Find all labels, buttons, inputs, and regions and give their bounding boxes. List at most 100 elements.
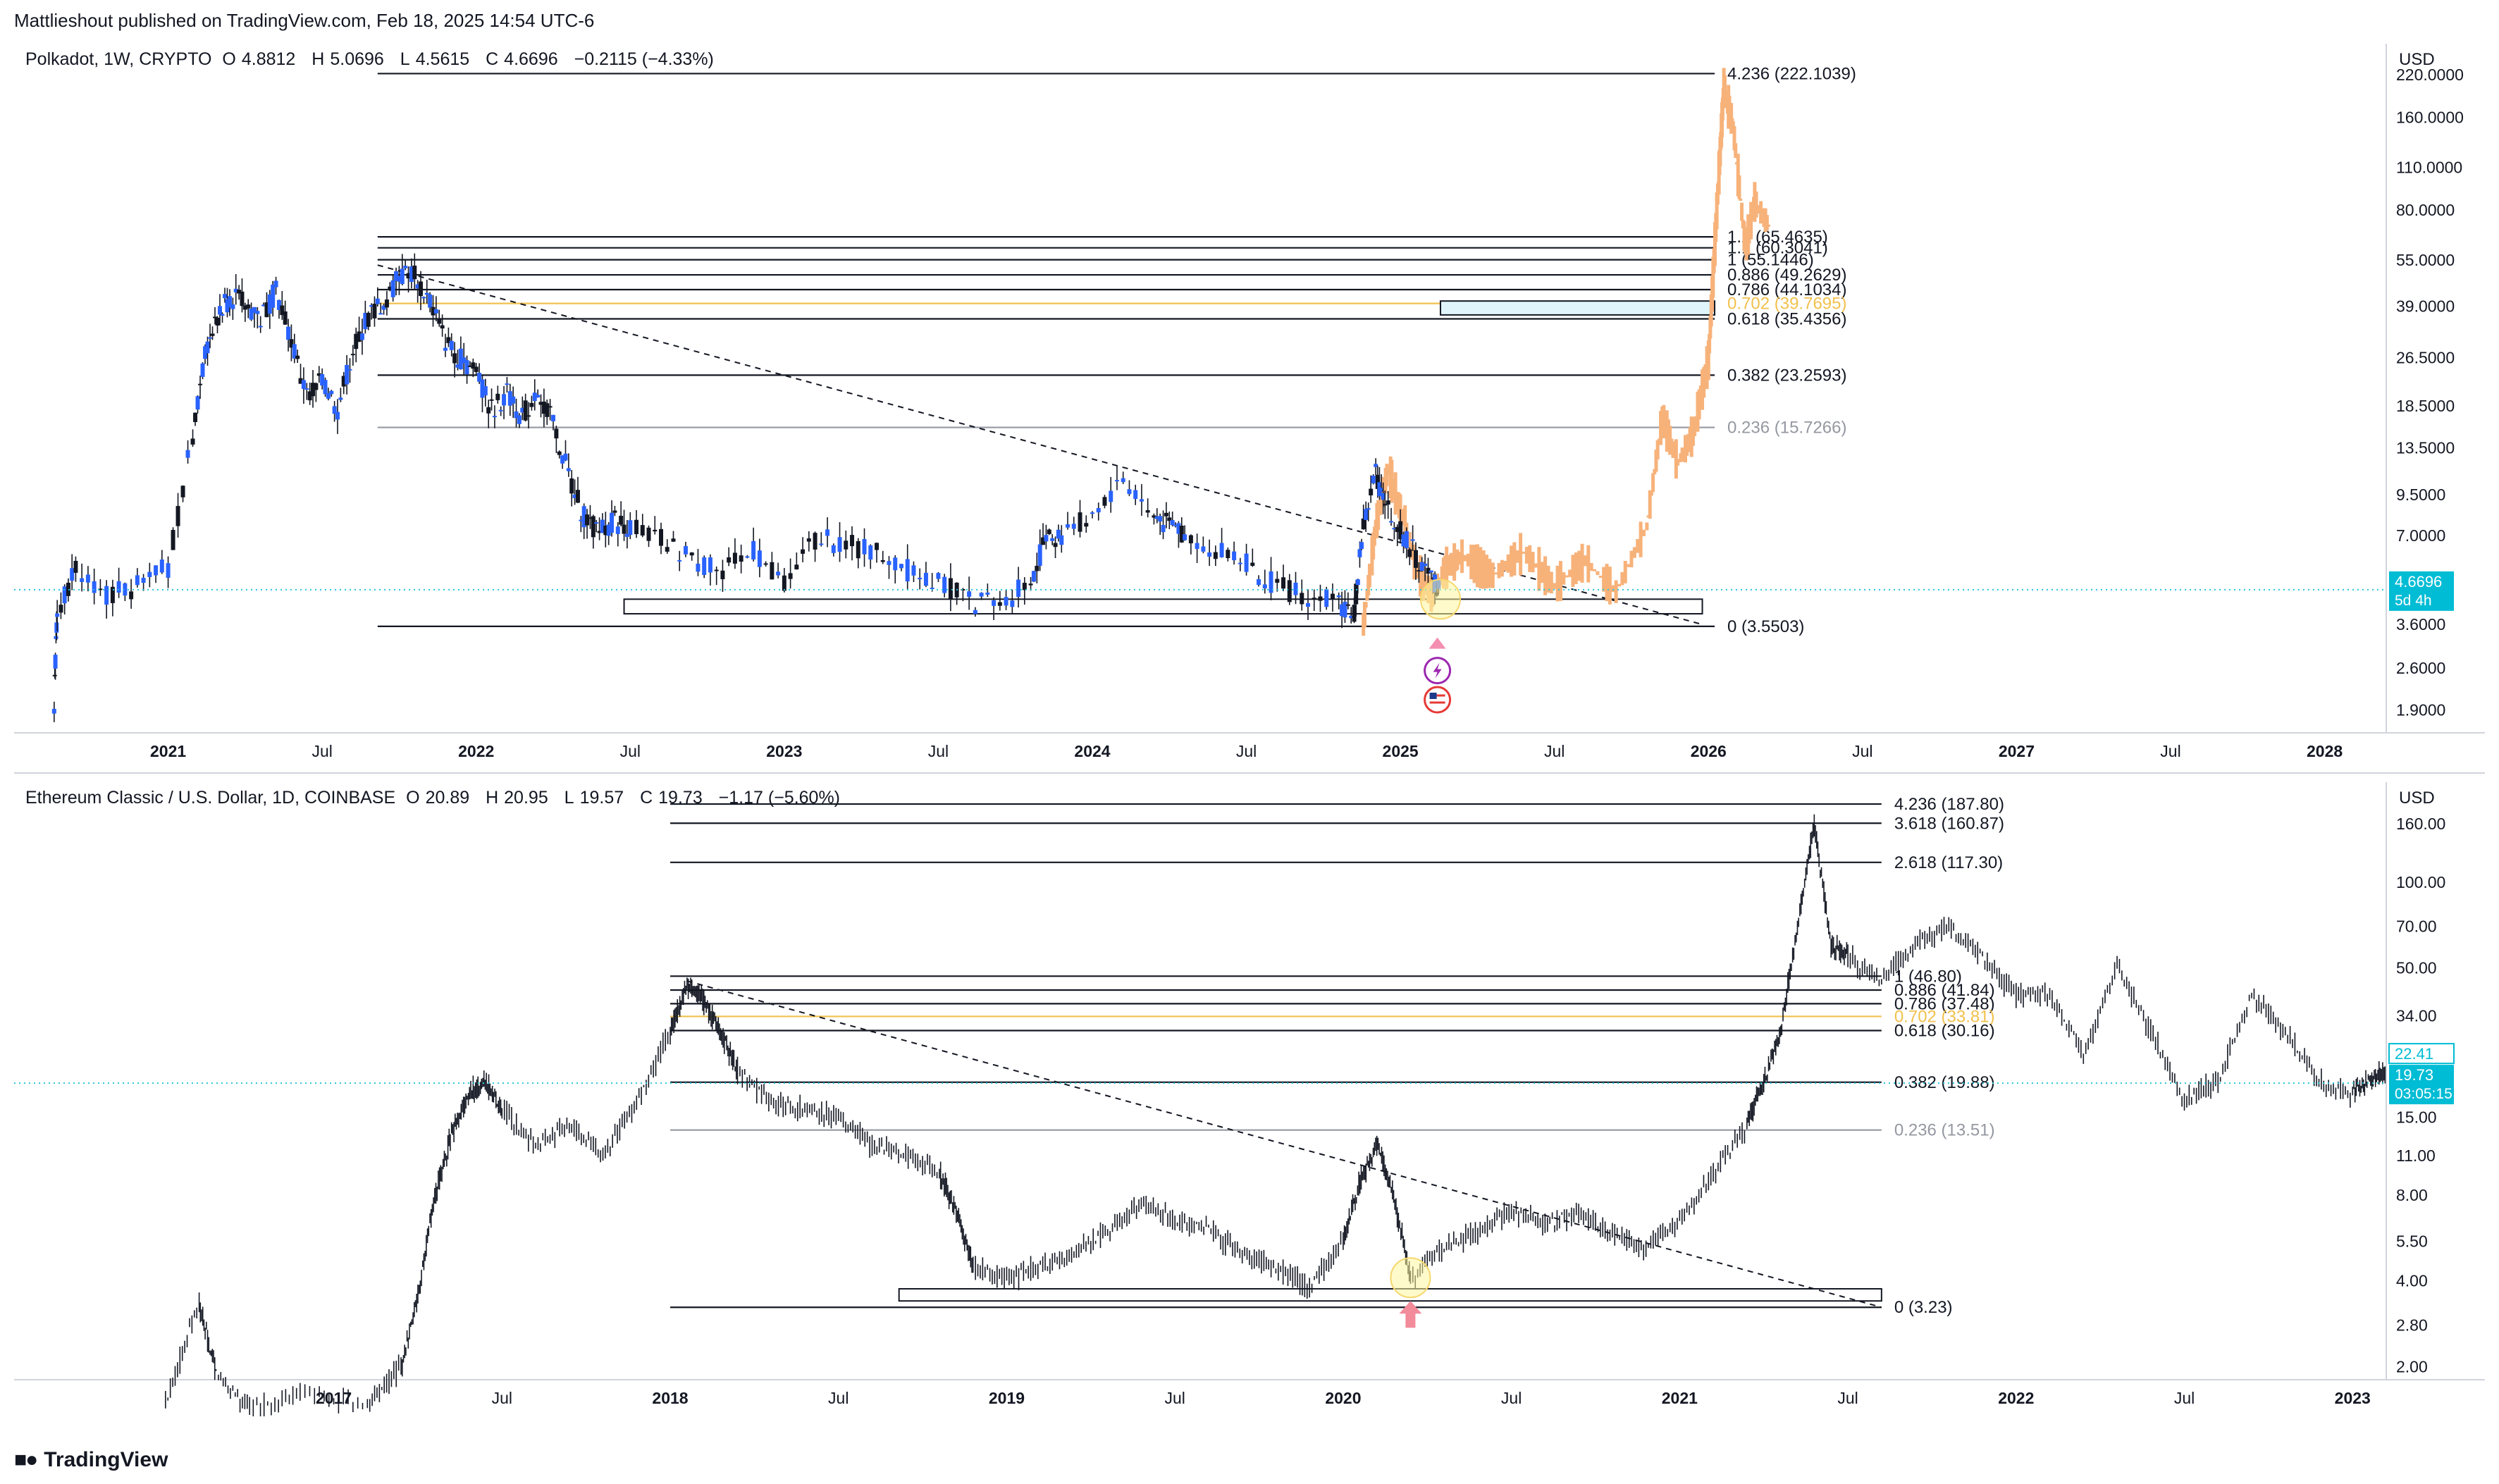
price-candle-body (1102, 497, 1107, 506)
x-tick-label: Jul (311, 742, 332, 760)
price-candle-body (159, 559, 164, 573)
price-candle-body (498, 409, 503, 412)
x-tick-label: Jul (1852, 742, 1872, 760)
x-tick-label: Jul (492, 1389, 512, 1407)
price-candle-body (597, 531, 602, 533)
price-candle-body (563, 453, 568, 461)
projection-bar (1715, 192, 1719, 230)
price-candle-body (967, 591, 972, 597)
projection-bar (1534, 563, 1538, 568)
price-candle-body (267, 294, 272, 314)
projection-bar (1732, 126, 1736, 151)
price-candle-body (1349, 615, 1354, 619)
price-candle-body (1041, 537, 1046, 545)
price-candle-body (55, 613, 60, 617)
price-candle-body (314, 383, 319, 390)
price-candle-body (880, 559, 885, 562)
price-candle-body (1201, 546, 1206, 552)
price-candle-body (619, 515, 624, 525)
price-candle-body (271, 284, 276, 308)
price-candle-body (421, 297, 426, 299)
price-candle-body (307, 391, 312, 401)
highlight-circle (1419, 579, 1461, 620)
price-candle-body (732, 552, 737, 564)
projection-bar (1472, 544, 1476, 583)
legend-low: 4.5615 (415, 49, 470, 69)
y-tick-label: 9.5000 (2396, 486, 2445, 504)
price-candle-body (228, 296, 232, 308)
y-tick-label: 11.00 (2396, 1146, 2436, 1165)
x-tick-label: Jul (928, 742, 949, 760)
tradingview-footer[interactable]: ■● TradingView (14, 1448, 168, 1472)
price-candle-body (1035, 565, 1039, 571)
projection-bar (1676, 462, 1680, 466)
fib-level-label: 0.786 (44.1034) (1727, 280, 1846, 299)
price-candle-body (557, 451, 562, 455)
y-tick-label: 5.50 (2396, 1232, 2428, 1251)
x-tick-label: Jul (1164, 1389, 1185, 1407)
price-candle-body (261, 304, 266, 307)
price-candle-body (415, 284, 420, 289)
pane-divider[interactable] (14, 772, 2485, 774)
projection-bar (1623, 560, 1627, 583)
etc-chart-svg[interactable]: USD 160.00 100.00 70.00 50.00 34.00 15.00 11.00… (14, 782, 2485, 1416)
legend-change: −0.2115 (−4.33%) (574, 49, 714, 69)
last-price-value: 19.73 (2395, 1066, 2433, 1084)
polkadot-legend: Polkadot, 1W, CRYPTO O 4.8812 H 5.0696 L 4.… (25, 49, 714, 69)
polkadot-chart-pane[interactable]: USD 220.0000 160.0000 110.0000 80.0000 55.000… (14, 44, 2485, 769)
price-candle-body (612, 510, 617, 513)
projection-bar (1680, 447, 1684, 462)
price-candle-body (763, 563, 768, 565)
price-candle-body (526, 415, 531, 417)
projection-bar (1503, 560, 1507, 571)
price-candle-body (1167, 517, 1172, 521)
price-candle-body (572, 494, 577, 498)
price-candle-body (588, 517, 593, 519)
price-candle-body (1056, 529, 1061, 539)
price-candle-body (1423, 563, 1428, 567)
price-candle-body (569, 478, 574, 494)
price-candle-body (992, 600, 996, 606)
projection-bar (1720, 97, 1724, 121)
price-candle-body (394, 271, 399, 281)
etc-chart-pane[interactable]: USD 160.00 100.00 70.00 50.00 34.00 15.00 11.00… (14, 782, 2485, 1416)
projection-bar (1706, 340, 1710, 381)
lightning-glyph (1433, 662, 1442, 679)
price-candle-body (624, 533, 629, 537)
price-candle-body (440, 325, 445, 329)
price-candle-body (831, 545, 836, 553)
price-candle-body (200, 363, 205, 377)
projection-bar (1546, 565, 1550, 593)
price-candle-body (696, 563, 701, 572)
price-candle-body (412, 265, 417, 280)
up-arrow-marker-icon (1399, 1301, 1422, 1328)
projection-bar (1641, 529, 1646, 536)
price-candle-body (825, 529, 830, 536)
price-candle-body (58, 605, 63, 613)
price-candle-body (948, 578, 953, 600)
price-candle-body (1352, 605, 1357, 622)
projection-bar (1494, 572, 1498, 575)
price-candle-body (483, 386, 488, 396)
price-candle-body (446, 337, 451, 343)
price-candle-body (1275, 579, 1280, 583)
price-candle-body (610, 512, 615, 533)
price-candle-body (462, 357, 467, 364)
price-candle-body (591, 516, 596, 538)
projection-bar (1553, 583, 1557, 589)
price-candle-body (458, 348, 463, 370)
projection-bar (1469, 544, 1474, 579)
price-candle-body (489, 399, 494, 401)
x-tick-label: Jul (620, 742, 641, 760)
publisher-header: Mattlieshout published on TradingView.co… (14, 10, 595, 31)
price-candle-body (375, 298, 380, 304)
price-candle-body (1188, 535, 1193, 544)
fib-level-label: 0.702 (33.81) (1894, 1007, 1995, 1026)
projection-bar (1385, 464, 1389, 486)
fib-level-label: 0.702 (39.7695) (1727, 295, 1846, 314)
price-candle-body (714, 569, 719, 571)
price-candle-body (708, 557, 712, 573)
projection-bar (1754, 191, 1758, 218)
x-tick-label: Jul (1544, 742, 1565, 760)
